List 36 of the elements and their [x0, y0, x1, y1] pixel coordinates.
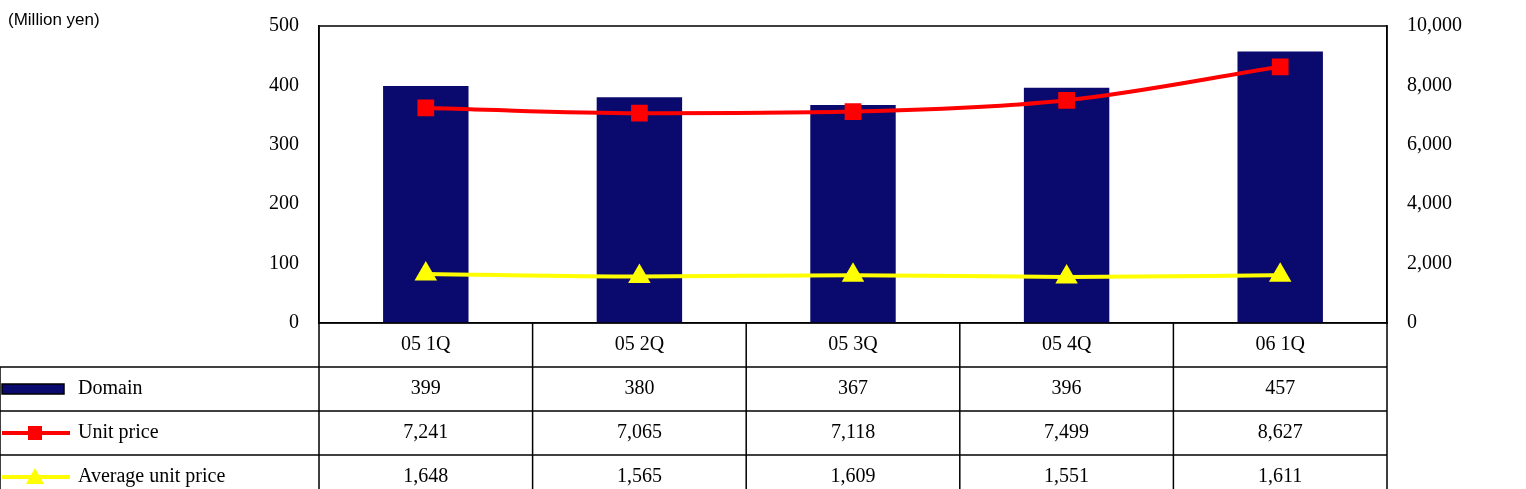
legend-label: Average unit price: [78, 464, 226, 488]
data-label: 1,565: [616, 464, 662, 487]
legend-label: Unit price: [78, 420, 159, 444]
data-label: 1,551: [1044, 464, 1090, 487]
data-label: 8,627: [1257, 420, 1303, 443]
y2-tick-label: 6,000: [1407, 132, 1452, 155]
data-label: 457: [1265, 376, 1296, 399]
y-tick-label: 100: [269, 250, 299, 273]
data-label: 1,609: [830, 464, 876, 487]
legend-label: Domain: [78, 376, 143, 399]
data-label: 7,065: [616, 420, 662, 443]
y2-tick-label: 4,000: [1407, 191, 1452, 214]
data-label: 367: [838, 376, 868, 399]
y-tick-label: 300: [269, 132, 299, 155]
data-label: 380: [624, 376, 655, 399]
y-tick-label: 500: [269, 13, 299, 36]
y2-tick-label: 10,000: [1407, 13, 1462, 36]
y-tick-label: 0: [289, 310, 299, 333]
data-label: 7,118: [830, 420, 876, 443]
data-label: 7,241: [403, 420, 449, 443]
data-label: 399: [410, 376, 441, 399]
x-tick-label: 06 1Q: [1255, 332, 1306, 355]
text: (Million yen): [8, 9, 100, 29]
data-label: 396: [1051, 376, 1082, 399]
y2-tick-label: 8,000: [1407, 72, 1452, 95]
x-tick-label: 05 1Q: [401, 332, 452, 355]
y2-tick-label: 0: [1407, 310, 1417, 333]
y2-tick-label: 2,000: [1407, 250, 1452, 273]
x-tick-label: 05 3Q: [828, 332, 879, 355]
data-label: 1,648: [403, 464, 449, 487]
data-label: 1,611: [1258, 464, 1303, 487]
x-tick-label: 05 4Q: [1041, 332, 1092, 355]
x-tick-label: 05 2Q: [614, 332, 665, 355]
y-tick-label: 200: [269, 191, 299, 214]
data-label: 7,499: [1044, 420, 1090, 443]
y-tick-label: 400: [269, 72, 299, 95]
